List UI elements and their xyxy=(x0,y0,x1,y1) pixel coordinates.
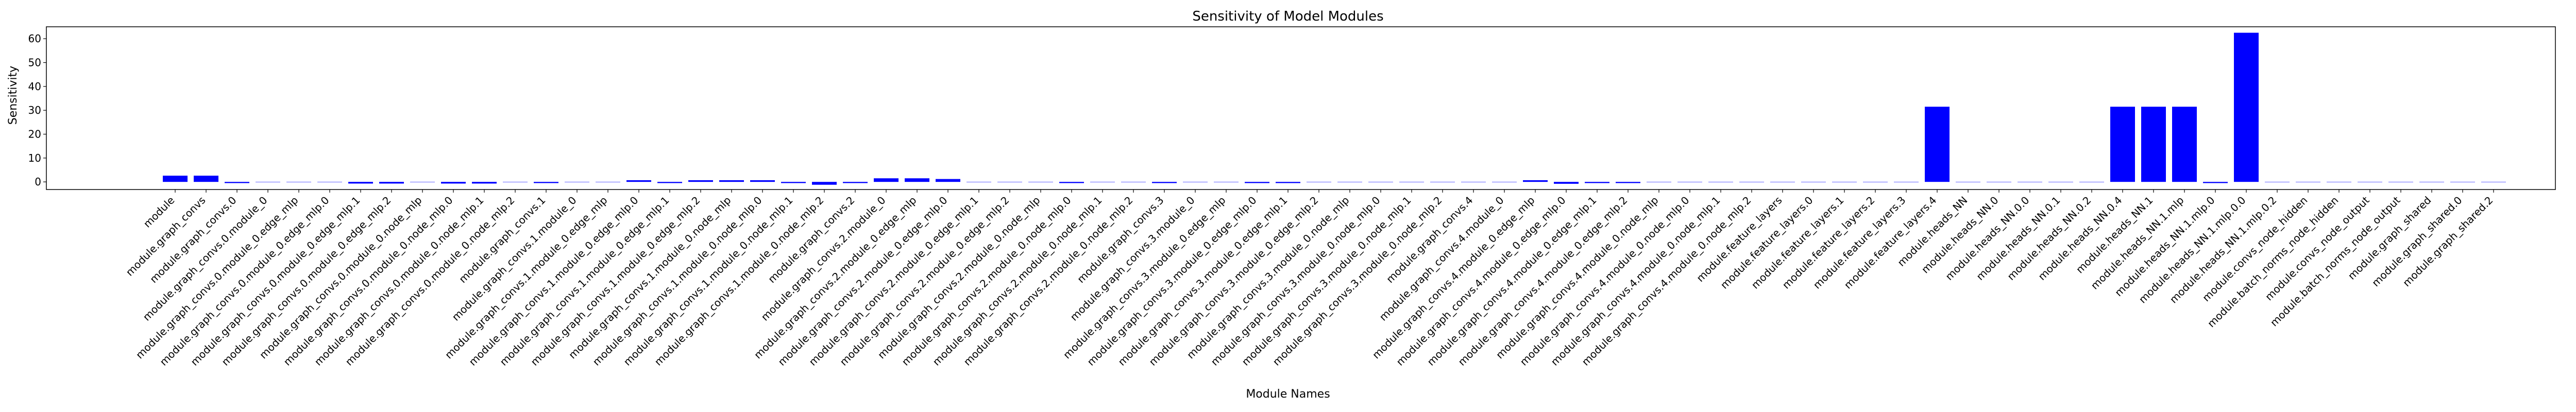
bar-module.graph_convs.1.module_0.edge_mlp.0 xyxy=(626,180,651,182)
axes xyxy=(46,26,2556,190)
bar-module.graph_convs.4.module_0.edge_mlp.2 xyxy=(1616,182,1640,183)
bar-module.heads_NN.1.mlp.0 xyxy=(2203,182,2228,183)
bar-module.graph_convs.1.module_0.node_mlp.2 xyxy=(812,182,837,185)
bar-module.graph_convs.0.module_0.edge_mlp.2 xyxy=(379,182,404,184)
y-tick-label: 30 xyxy=(28,104,41,116)
bar-module.graph_convs.3.module_0.edge_mlp.1 xyxy=(1276,182,1300,183)
bar-module.graph_convs.4.module_0.edge_mlp.1 xyxy=(1585,182,1609,183)
bar-module.heads_NN.1.mlp.0.0 xyxy=(2234,32,2259,182)
bar-module.graph_convs.3.module_0.edge_mlp.0 xyxy=(1245,182,1269,183)
y-tick-label: 20 xyxy=(28,128,41,141)
bar-module.graph_convs.4.module_0.edge_mlp.0 xyxy=(1554,182,1579,184)
y-tick-label: 60 xyxy=(28,32,41,45)
y-axis-label: Sensitivity xyxy=(7,66,20,125)
bar-module.graph_convs.2.module_0.edge_mlp.0 xyxy=(936,179,960,182)
y-tick-label: 40 xyxy=(28,80,41,93)
bar-module.feature_layers.4 xyxy=(1925,107,1950,182)
x-axis-label: Module Names xyxy=(1246,388,1330,401)
x-tick-labels: modulemodule.graph_convsmodule.graph_con… xyxy=(123,190,2496,368)
plot-frame xyxy=(46,26,2556,190)
bar-module.graph_convs.2.module_0 xyxy=(874,178,899,182)
bar-module.graph_convs.0 xyxy=(225,182,249,183)
bar-module.graph_convs.1.module_0.edge_mlp.1 xyxy=(657,182,682,183)
bar-module.graph_convs.3 xyxy=(1152,182,1177,183)
bar-module.graph_convs.0.module_0.edge_mlp.1 xyxy=(348,182,373,184)
bar-module.graph_convs xyxy=(194,176,218,182)
bar-module.graph_convs.2.module_0.edge_mlp xyxy=(905,178,929,182)
bar-module.graph_convs.1 xyxy=(534,182,558,183)
bar-module.graph_convs.2 xyxy=(843,182,868,183)
bar-module.heads_NN.0.4 xyxy=(2110,107,2135,182)
bar-module.graph_convs.4.module_0.edge_mlp xyxy=(1523,180,1548,182)
bar-module.graph_convs.0.module_0.node_mlp.0 xyxy=(441,182,466,184)
bar-series xyxy=(163,32,2506,185)
bar-module.heads_NN.1.mlp xyxy=(2172,107,2197,182)
bar-module xyxy=(163,176,188,182)
y-tick-labels: 0 10 20 30 40 50 60 xyxy=(28,32,46,188)
y-tick-label: 0 xyxy=(35,176,41,188)
chart-title: Sensitivity of Model Modules xyxy=(1192,9,1383,24)
y-tick-label: 10 xyxy=(28,152,41,164)
bar-module.graph_convs.1.module_0.node_mlp.0 xyxy=(750,180,775,182)
bar-module.graph_convs.1.module_0.node_mlp xyxy=(719,180,744,182)
y-tick-label: 50 xyxy=(28,57,41,69)
bar-module.heads_NN.1 xyxy=(2141,107,2166,182)
bar-module.graph_convs.1.module_0.edge_mlp.2 xyxy=(688,180,713,182)
bar-module.graph_convs.1.module_0.node_mlp.1 xyxy=(781,182,806,183)
bar-module.graph_convs.0.module_0.node_mlp.1 xyxy=(472,182,497,184)
bar-module.graph_convs.2.module_0.node_mlp.0 xyxy=(1059,182,1084,183)
